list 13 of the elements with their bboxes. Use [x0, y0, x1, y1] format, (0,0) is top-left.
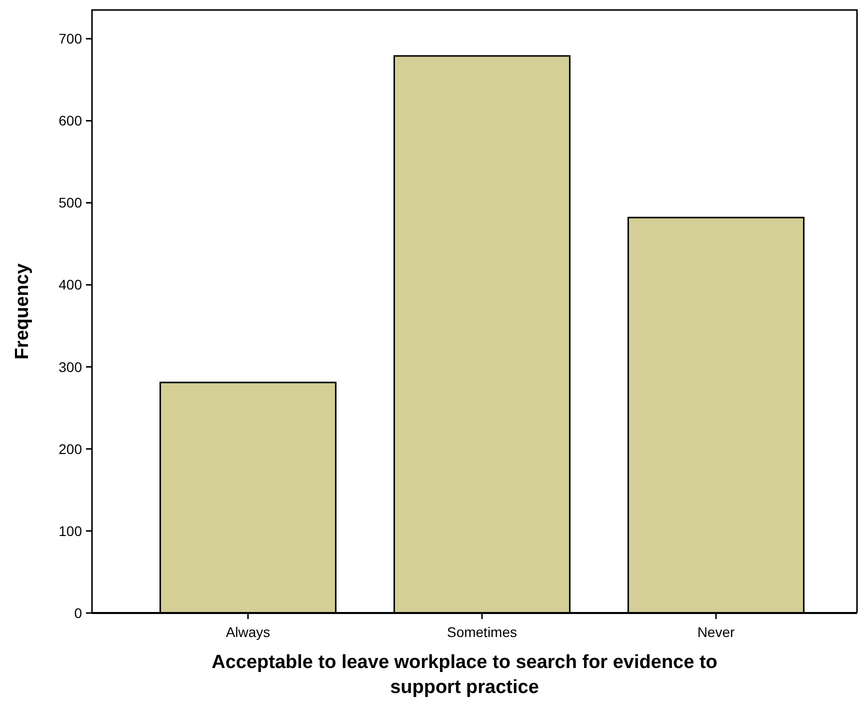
y-tick-label: 600: [58, 112, 82, 129]
y-axis-title: Frequency: [12, 263, 33, 360]
y-tick-label: 0: [74, 604, 82, 621]
x-axis-title: Acceptable to leave workplace to search for evidence to support practice: [212, 652, 718, 698]
y-tick-label: 500: [58, 194, 82, 211]
x-tick-label: Never: [697, 624, 736, 640]
x-tick-label: Sometimes: [446, 624, 518, 640]
y-tick-label: 300: [58, 358, 82, 375]
x-tick-label: Always: [226, 624, 270, 640]
y-tick-label: 700: [58, 30, 82, 47]
y-tick-label: 200: [58, 440, 82, 457]
y-tick-label: 400: [58, 276, 82, 293]
y-tick-label: 100: [58, 522, 82, 539]
